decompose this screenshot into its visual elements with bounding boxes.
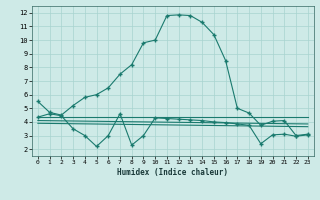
X-axis label: Humidex (Indice chaleur): Humidex (Indice chaleur) — [117, 168, 228, 177]
